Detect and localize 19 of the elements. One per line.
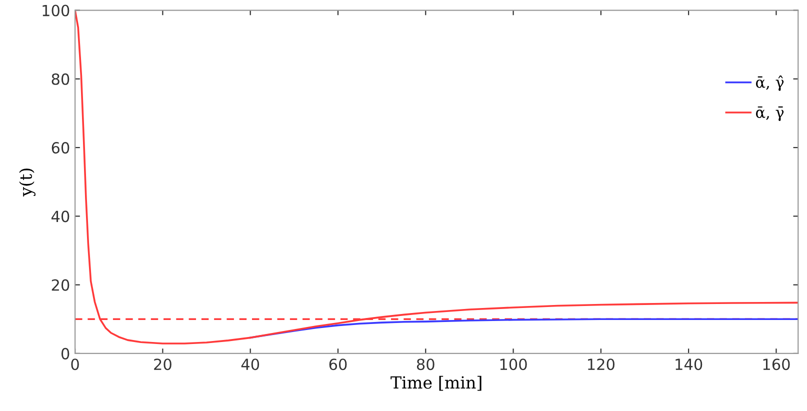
y-tick-label: 0: [61, 348, 70, 360]
x-tick-label: 120: [588, 358, 614, 370]
x-tick-label: 60: [329, 358, 347, 370]
x-axis-title: Time [min]: [390, 376, 482, 391]
x-tick-label: 20: [154, 358, 172, 370]
x-tick-label: 160: [763, 358, 790, 370]
x-tick-label: 40: [241, 358, 260, 370]
x-tick-label: 80: [416, 358, 434, 370]
legend-label: ᾱ, γ̄: [756, 106, 784, 122]
y-tick-label: 100: [42, 4, 70, 16]
y-tick-label: 80: [52, 73, 70, 85]
y-tick-label: 20: [52, 279, 70, 291]
y-tick-label: 60: [52, 142, 70, 154]
x-tick-label: 140: [676, 358, 702, 370]
legend-label: ᾱ, γ̂: [756, 76, 784, 91]
y-tick-label: 40: [51, 210, 70, 222]
x-tick-label: 100: [500, 358, 527, 370]
y-axis-title: y(t): [19, 168, 36, 196]
x-tick-label: 0: [71, 358, 79, 370]
